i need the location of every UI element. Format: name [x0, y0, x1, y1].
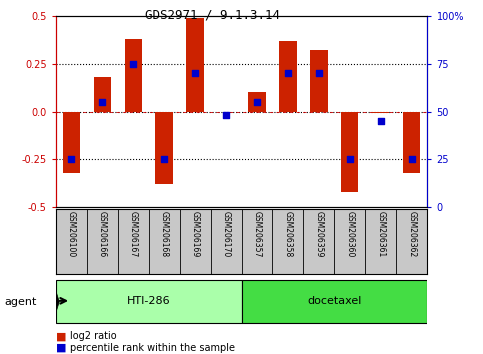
Text: log2 ratio: log2 ratio	[70, 331, 117, 341]
Point	[346, 156, 354, 162]
Text: GSM206166: GSM206166	[98, 211, 107, 257]
Text: GSM206357: GSM206357	[253, 211, 261, 257]
Text: GSM206169: GSM206169	[190, 211, 199, 257]
Bar	[94, 77, 111, 112]
Text: docetaxel: docetaxel	[307, 296, 362, 306]
Text: GSM206359: GSM206359	[314, 211, 324, 257]
Point	[408, 156, 416, 162]
Point	[284, 70, 292, 76]
Text: ■: ■	[56, 343, 66, 353]
Bar	[217, 112, 235, 113]
Point	[377, 118, 385, 124]
Text: GSM206358: GSM206358	[284, 211, 293, 257]
Text: GSM206170: GSM206170	[222, 211, 230, 257]
Text: percentile rank within the sample: percentile rank within the sample	[70, 343, 235, 353]
Bar	[56, 280, 242, 323]
Point	[315, 70, 323, 76]
Text: GSM206100: GSM206100	[67, 211, 75, 257]
Text: GDS2971 / 9.1.3.14: GDS2971 / 9.1.3.14	[145, 9, 280, 22]
Text: agent: agent	[5, 297, 37, 307]
Bar	[186, 18, 203, 112]
Polygon shape	[56, 290, 59, 314]
Bar	[62, 112, 80, 173]
Point	[98, 99, 106, 105]
Text: GSM206168: GSM206168	[159, 211, 169, 257]
Point	[191, 70, 199, 76]
Bar	[341, 112, 358, 192]
Point	[67, 156, 75, 162]
Text: GSM206167: GSM206167	[128, 211, 138, 257]
Bar	[372, 112, 389, 113]
Point	[222, 113, 230, 118]
Point	[129, 61, 137, 67]
Bar	[280, 41, 297, 112]
Bar	[156, 112, 172, 184]
Text: GSM206360: GSM206360	[345, 211, 355, 257]
Text: GSM206361: GSM206361	[376, 211, 385, 257]
Text: GSM206362: GSM206362	[408, 211, 416, 257]
Bar	[242, 280, 427, 323]
Bar	[248, 92, 266, 112]
Bar	[125, 39, 142, 112]
Bar	[403, 112, 421, 173]
Bar	[311, 50, 327, 112]
Text: HTI-286: HTI-286	[127, 296, 170, 306]
Point	[160, 156, 168, 162]
Point	[253, 99, 261, 105]
Text: ■: ■	[56, 331, 66, 341]
